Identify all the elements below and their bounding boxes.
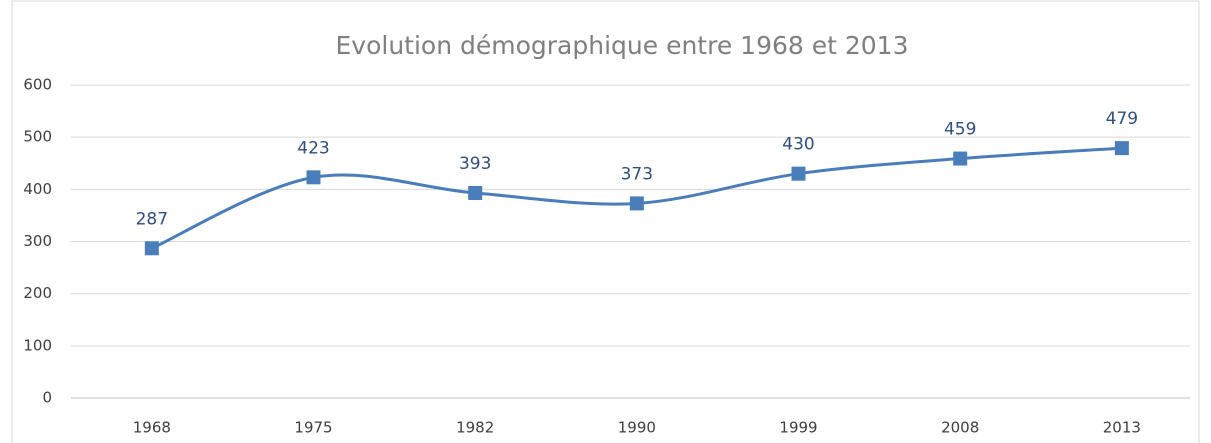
y-tick-label: 400 xyxy=(23,180,52,198)
x-tick-label: 1982 xyxy=(456,419,494,437)
marker xyxy=(468,185,483,200)
marker xyxy=(791,166,806,181)
data-label: 430 xyxy=(782,135,814,155)
y-tick-label: 0 xyxy=(42,389,52,407)
y-tick-label: 100 xyxy=(23,336,52,354)
y-tick-label: 600 xyxy=(23,76,52,94)
x-tick-label: 1975 xyxy=(294,419,332,437)
marker xyxy=(1114,141,1129,156)
marker xyxy=(306,170,321,185)
x-tick-label: 2013 xyxy=(1103,419,1141,437)
x-tick-label: 1968 xyxy=(133,419,171,437)
x-tick-label: 1990 xyxy=(618,419,656,437)
data-label: 373 xyxy=(621,164,653,184)
chart-title: Evolution démographique entre 1968 et 20… xyxy=(336,31,909,60)
marker xyxy=(144,241,159,256)
marker xyxy=(629,196,644,211)
data-label: 423 xyxy=(297,138,329,158)
y-tick-label: 300 xyxy=(23,232,52,250)
data-label: 479 xyxy=(1106,109,1138,129)
y-tick-label: 500 xyxy=(23,128,52,146)
y-tick-label: 200 xyxy=(23,284,52,302)
data-label: 459 xyxy=(944,120,976,140)
chart-border xyxy=(11,0,1200,443)
data-label: 393 xyxy=(459,154,491,174)
x-tick-label: 2008 xyxy=(941,419,979,437)
marker xyxy=(953,151,968,166)
x-tick-label: 1999 xyxy=(779,419,817,437)
data-label: 287 xyxy=(136,209,168,229)
